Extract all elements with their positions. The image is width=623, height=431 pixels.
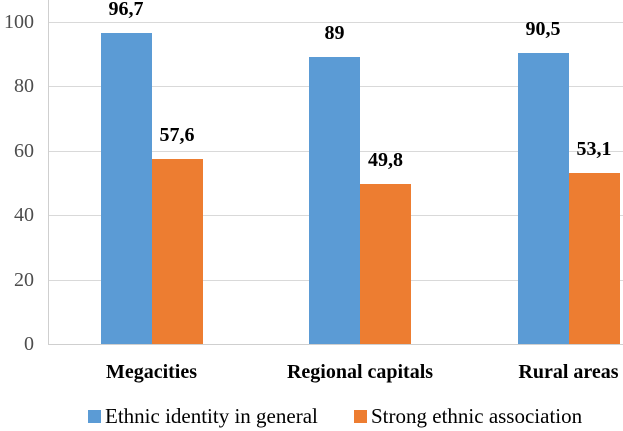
bar (151, 158, 203, 344)
bar-value-label: 49,8 (368, 148, 403, 171)
y-axis-tick-label: 100 (4, 11, 34, 33)
legend-item: Strong ethnic association (354, 404, 582, 428)
y-axis-tick-label: 20 (14, 269, 34, 291)
legend-color-swatch-icon (354, 409, 367, 423)
x-axis-category-label: Megacities (105, 361, 198, 383)
legend-color-swatch-icon (88, 409, 101, 423)
y-axis-tick-label: 80 (14, 75, 34, 97)
y-axis-tick-label: 0 (24, 333, 34, 355)
y-axis-tick-label: 40 (14, 204, 34, 226)
bar (309, 57, 360, 344)
x-axis-line (48, 344, 623, 345)
bar-value-label: 96,7 (108, 0, 144, 20)
legend-label: Ethnic identity in general (105, 404, 318, 428)
bar (568, 173, 620, 344)
legend-item: Ethnic identity in general (88, 404, 318, 428)
legend-label: Strong ethnic association (371, 404, 583, 428)
bar-value-label: 89 (324, 22, 345, 45)
y-axis-line (48, 0, 49, 344)
bar (517, 52, 569, 344)
gridline (48, 22, 623, 23)
bar-value-label: 57,6 (159, 123, 195, 146)
bar-value-label: 53,1 (576, 138, 612, 160)
x-axis-category-label: Regional capitals (286, 361, 434, 383)
x-axis-category-label: Rural areas (518, 361, 619, 383)
bar (100, 32, 152, 344)
y-axis-tick-label: 60 (14, 140, 34, 162)
bar (360, 183, 411, 344)
bar-value-label: 90,5 (525, 17, 561, 40)
